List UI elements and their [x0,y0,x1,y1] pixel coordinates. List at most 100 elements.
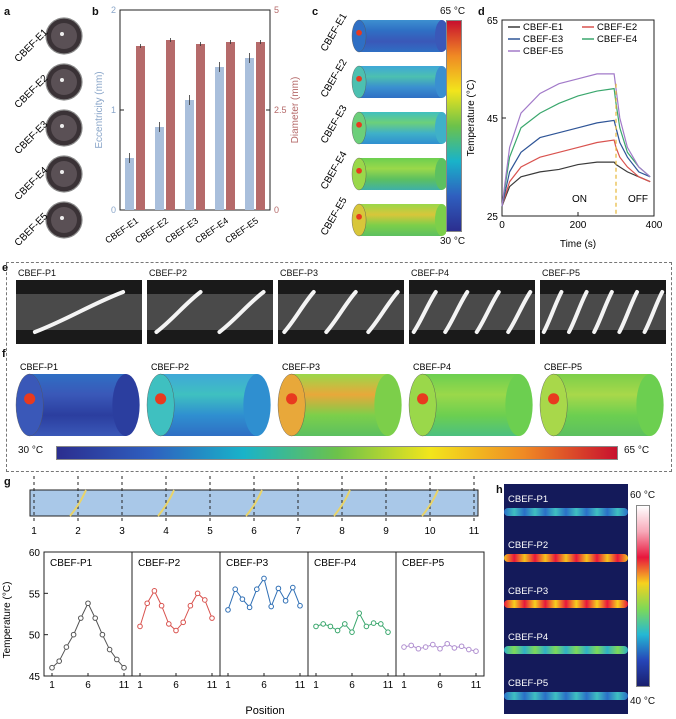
panel-f-label: CBEF-P3 [282,362,320,372]
position-label: 7 [295,526,301,536]
panel-e-label: CBEF-P2 [149,268,188,278]
thermal-cylinder [351,157,446,191]
panel-c-cylinders: CBEF-E1 CBEF-E2 CBEF-E3 CBEF-E4 CBEF-E5 [319,11,446,238]
panel-f-scale-min: 30 °C [18,445,44,456]
data-point [246,604,253,611]
data-point [261,575,267,582]
panel-a-photos: CBEF-E1 CBEF-E2 CBEF-E3 CBEF-E4 CBEF-E5 [13,17,83,249]
thermal-cylinder [351,19,446,53]
bar-eccentricity [155,127,164,210]
position-label: 4 [163,526,169,536]
fiber-photo [540,280,666,344]
data-point [282,597,289,604]
panel-h-scale-max: 60 °C [630,490,656,501]
panel-letter-g: g [4,476,11,488]
fiber-photo [278,280,404,344]
data-point [85,600,91,607]
panel-e-label: CBEF-P3 [280,268,319,278]
panel-c-label: CBEF-E5 [319,195,350,237]
thermal-cylinder [351,203,446,237]
data-point [275,585,282,592]
panel-c-label: CBEF-E2 [319,57,350,99]
data-point [180,619,186,626]
chart-g-xtick: 1 [313,680,319,691]
data-point [106,646,113,653]
thermal-cylinder [146,373,271,437]
subplot-title: CBEF-P1 [50,558,93,569]
helix-wire [506,290,533,334]
helix-wire [282,290,316,334]
line-cbef-p1 [51,602,125,669]
helix-segment [157,489,175,517]
legend-label: CBEF-E1 [523,22,563,33]
data-point [144,600,150,607]
position-label: 6 [251,526,257,536]
chart-g-xtick: 11 [295,680,306,691]
data-point [430,641,436,648]
data-point [253,586,260,593]
panel-a-label: CBEF-E5 [13,211,51,249]
position-label: 2 [75,526,81,536]
helix-wire [411,290,438,334]
chart-g-xtick: 6 [85,680,91,691]
data-point [422,644,429,650]
line-cbef-e4 [501,87,651,207]
panel-h-label: CBEF-P3 [508,586,548,597]
position-label: 8 [339,526,345,536]
cross-section-wire [60,216,64,220]
panel-c-label: CBEF-E1 [319,11,350,53]
panel-c-colorbar [446,20,462,232]
chart-b-xtick: CBEF-E2 [133,215,170,245]
helix-wire [217,290,266,334]
cross-section-wire [60,32,64,36]
data-point [451,645,458,651]
bar-diameter [196,44,205,210]
thermal-cylinder [351,65,446,99]
chart-b-xtick: CBEF-E1 [103,215,140,245]
data-point [444,640,451,647]
chart-d-xlabel: Time (s) [560,239,596,250]
data-point [342,621,348,627]
chart-g-frame [43,551,485,677]
data-point [268,603,275,610]
fiber-photo [409,280,535,344]
position-label: 5 [207,526,213,536]
panel-c-scale-min: 30 °C [440,236,466,247]
data-point [194,590,201,597]
chart-b-ytick-right: 0 [274,205,279,215]
line-cbef-e2 [501,139,651,207]
chart-d-ytick: 45 [487,114,499,125]
legend-label: CBEF-E2 [597,22,637,33]
chart-d-xtick: 400 [646,220,663,231]
fiber-photo [147,280,273,344]
line-cbef-e3 [501,119,651,207]
bar-diameter [166,40,175,210]
bar-eccentricity [125,158,134,210]
bar-diameter [136,46,145,210]
panel-h-thermal: CBEF-P1 CBEF-P2 CBEF-P3 CBEF-P4 CBEF-P5 [504,484,628,714]
panel-h-label: CBEF-P5 [508,678,548,689]
line-cbef-e1 [501,161,651,207]
helix-segment [421,489,439,517]
data-point [363,623,370,630]
data-point [70,631,77,638]
helix-wire [474,290,501,334]
chart-g-xtick: 6 [349,680,355,691]
line-cbef-p3 [227,577,301,611]
chart-d-ytick: 25 [487,212,499,223]
panel-f-scale-max: 65 °C [624,445,650,456]
data-point [202,597,208,603]
chart-d-off-label: OFF [628,194,648,205]
data-point [356,610,363,616]
position-label: 3 [119,526,125,536]
chart-d-xtick: 200 [570,220,587,231]
chart-b-xtick: CBEF-E4 [193,215,230,245]
position-label: 11 [469,526,480,536]
cross-section-core [51,23,77,49]
panel-letter-b: b [92,6,99,18]
position-label: 9 [383,526,389,536]
data-point [99,631,106,638]
thermal-fiber-row [504,646,628,654]
thermal-cylinder [15,373,140,437]
